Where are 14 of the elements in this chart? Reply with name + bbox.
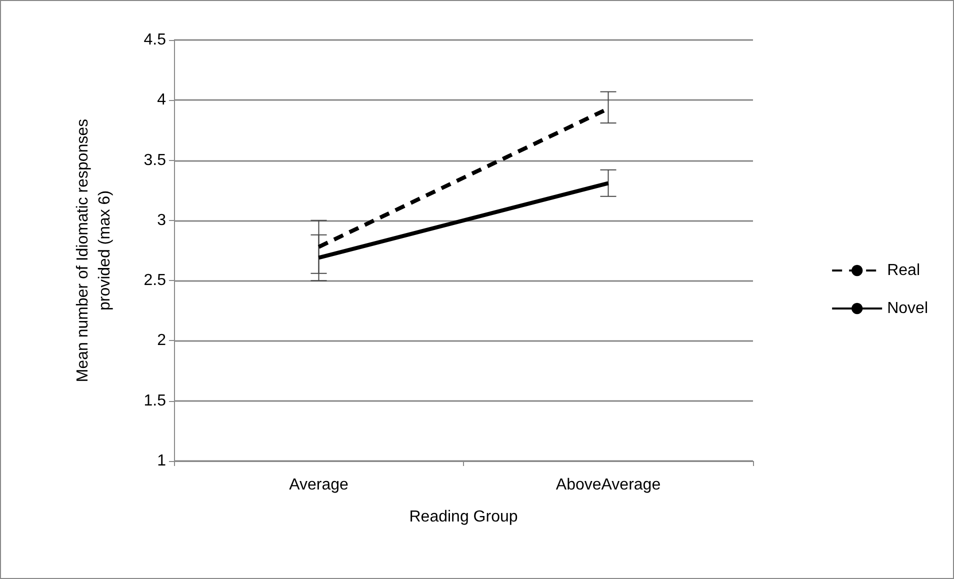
y-tick-label: 1.5 [144,392,166,410]
y-tick-label: 2.5 [144,272,166,290]
x-tick-label: AboveAverage [556,476,661,494]
x-axis-title: Reading Group [409,508,518,526]
y-axis-title: Mean number of Idiomatic responses provided (max 6) [74,118,114,382]
y-tick-label: 3.5 [144,152,166,169]
legend-label: Real [887,262,920,279]
y-tick-label: 4 [157,92,166,109]
y-tick-label: 4.5 [144,32,166,48]
y-tick-label: 1 [157,452,166,470]
y-tick-label: 3 [157,212,166,229]
x-tick-label: Average [289,476,348,494]
y-tick-label: 2 [157,332,166,350]
legend-label: Novel [887,300,928,317]
